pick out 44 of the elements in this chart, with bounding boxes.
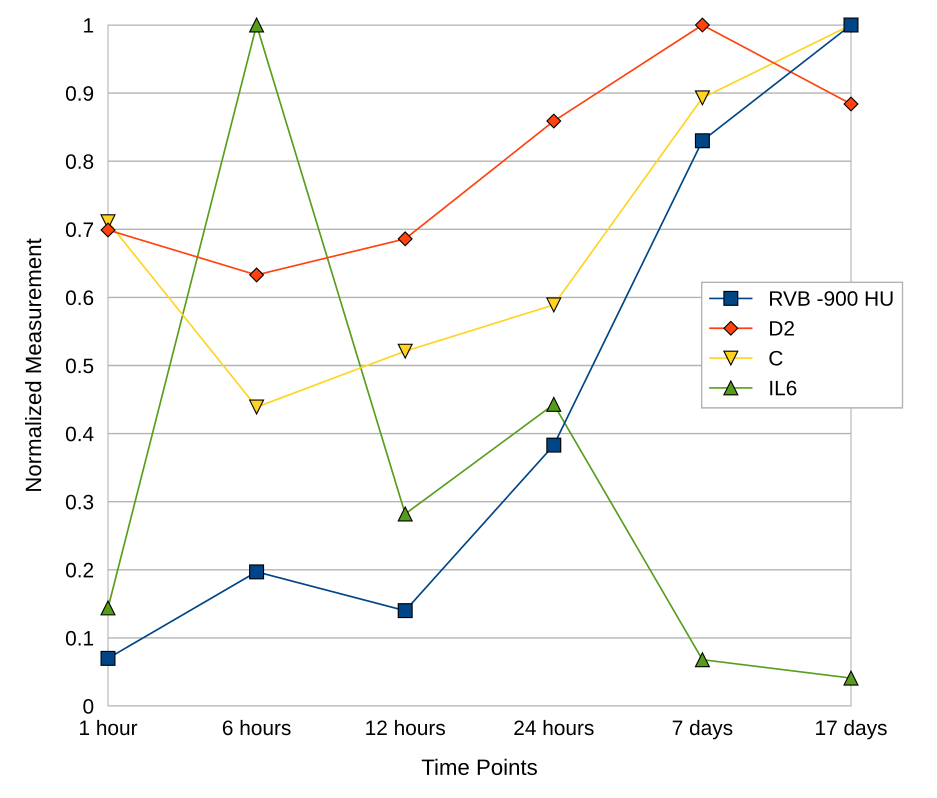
point (546, 114, 562, 128)
legend-label: RVB -900 HU (770, 291, 893, 306)
point (249, 267, 264, 282)
point (844, 96, 858, 112)
legend-label: C (769, 350, 783, 366)
y-tick-label: 0.2 (66, 562, 94, 578)
x-tick-label: 17 days (816, 720, 887, 740)
point (546, 438, 562, 453)
y-tick-label: 0.3 (66, 494, 94, 510)
point (398, 231, 413, 246)
y-tick-label: 0.8 (66, 154, 94, 169)
y-tick-label: 0.5 (66, 358, 94, 374)
point (694, 18, 710, 32)
point (694, 652, 710, 668)
point (546, 396, 562, 412)
legend-label: D2 (770, 320, 794, 336)
point (100, 600, 116, 616)
x-tick-label: 24 hours (514, 720, 594, 736)
x-tick-label: 6 hours (222, 720, 291, 736)
point (249, 400, 264, 415)
y-tick-label: 0 (83, 699, 94, 714)
y-tick-label: 0.1 (66, 630, 94, 646)
point (249, 18, 264, 32)
x-tick-label: 7 days (672, 720, 732, 740)
point (398, 506, 413, 522)
y-tick-label: 1 (84, 18, 94, 33)
x-tick-label: 1 hour (80, 720, 138, 736)
y-tick-label: 0.4 (66, 426, 94, 442)
point (694, 133, 710, 148)
x-tick-label: 12 hours (366, 720, 445, 736)
y-axis-title: Normalized Measurement (24, 238, 42, 491)
point (844, 670, 858, 686)
y-tick-label: 0.6 (66, 290, 94, 306)
point (398, 603, 413, 618)
y-tick-label: 0.9 (66, 86, 94, 101)
legend-label: IL6 (770, 380, 796, 396)
point (100, 650, 116, 666)
point (100, 222, 116, 238)
x-axis-title: Time Points (422, 758, 537, 776)
point (694, 90, 710, 106)
point (249, 564, 264, 580)
point (546, 297, 562, 312)
point (398, 344, 413, 359)
y-tick-label: 0.7 (66, 222, 94, 238)
